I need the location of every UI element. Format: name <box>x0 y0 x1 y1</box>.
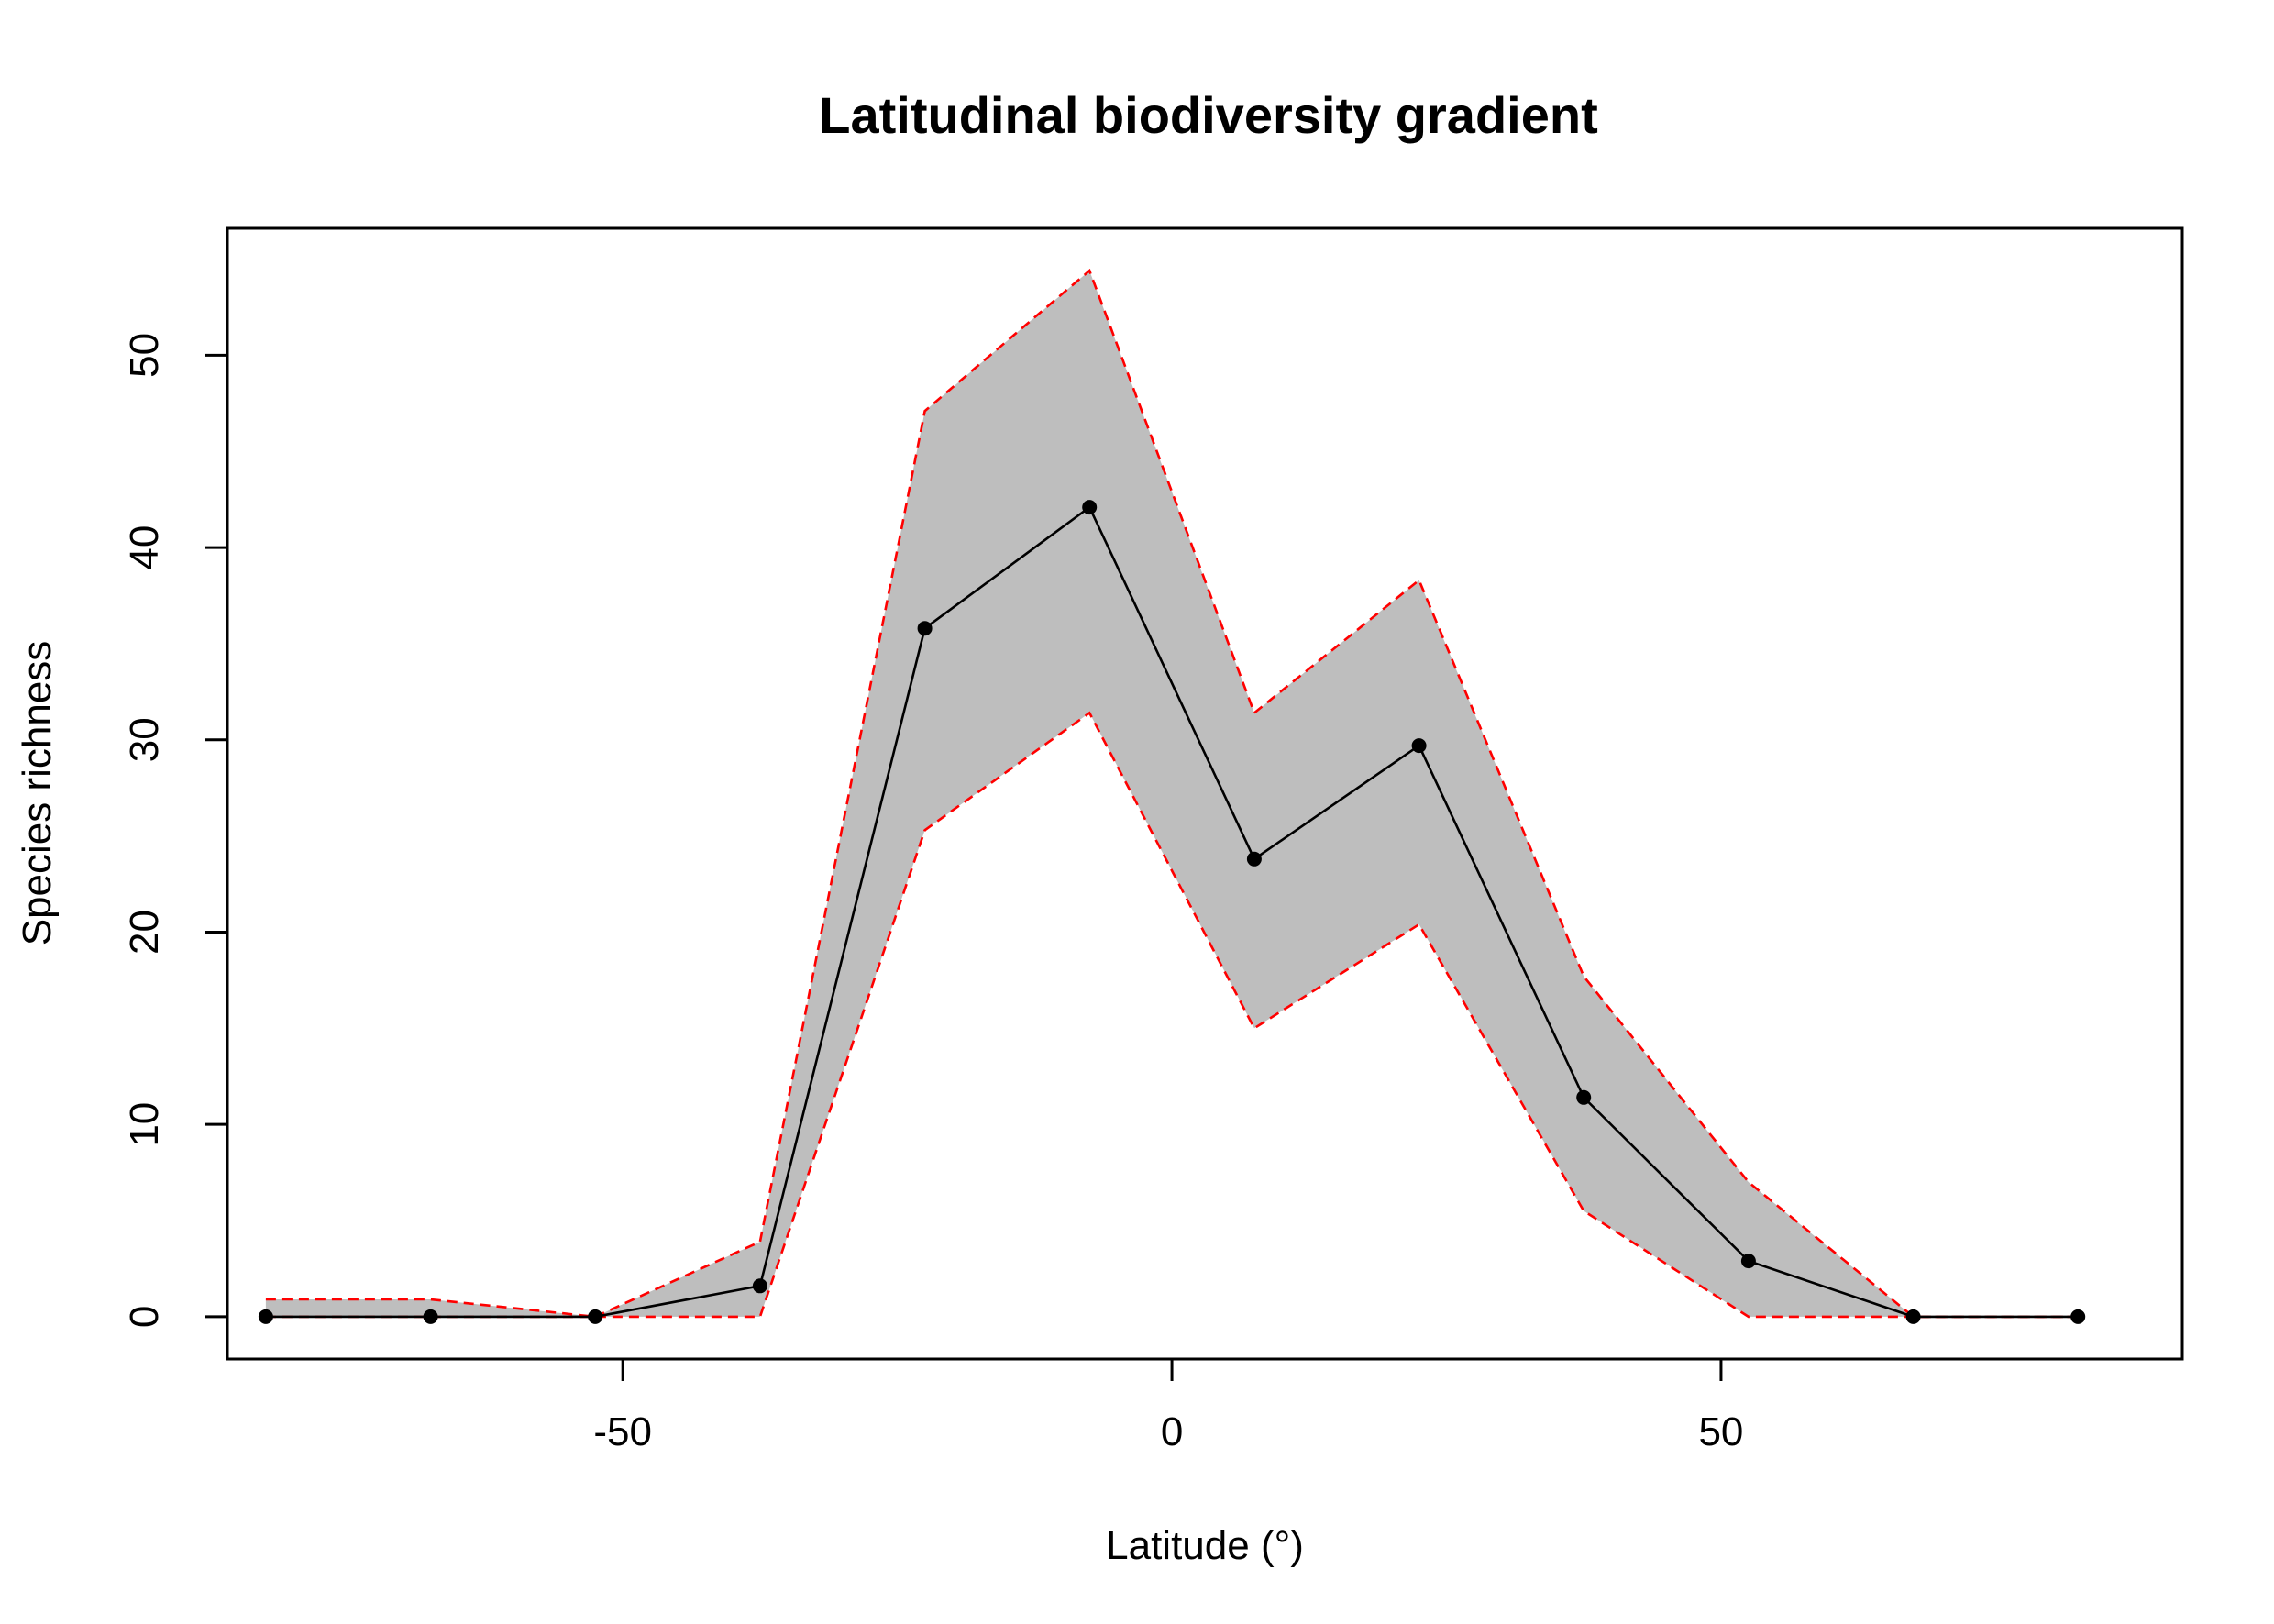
y-tick-label: 0 <box>122 1306 167 1328</box>
y-tick-label: 30 <box>122 717 167 762</box>
mean-point <box>1246 851 1262 867</box>
mean-point <box>1082 500 1098 515</box>
chart-title: Latitudinal biodiversity gradient <box>819 86 1597 144</box>
mean-point <box>917 621 933 636</box>
confidence-band <box>265 271 2079 1317</box>
mean-point <box>752 1278 767 1294</box>
y-tick-label: 50 <box>122 333 167 378</box>
x-axis-label: Latitude (°) <box>1106 1523 1304 1568</box>
y-axis: 0 10 20 30 40 50 <box>122 333 229 1328</box>
mean-point <box>423 1309 438 1324</box>
x-axis: -50 0 50 <box>593 1357 1743 1454</box>
mean-point <box>258 1309 273 1324</box>
mean-point <box>1905 1309 1921 1324</box>
y-tick-label: 10 <box>122 1102 167 1147</box>
mean-line <box>265 505 2079 1319</box>
plot-area <box>258 268 2086 1324</box>
x-tick-label: 50 <box>1698 1409 1743 1454</box>
y-axis-label: Species richness <box>15 641 60 946</box>
y-tick-label: 20 <box>122 910 167 955</box>
upper-bound-line <box>265 268 2079 1319</box>
x-tick-label: 0 <box>1161 1409 1183 1454</box>
mean-point <box>1740 1254 1756 1269</box>
mean-point <box>588 1309 603 1324</box>
mean-point <box>2070 1309 2086 1324</box>
mean-point <box>1576 1089 1592 1105</box>
mean-point <box>1411 738 1427 754</box>
x-tick-label: -50 <box>593 1409 652 1454</box>
y-tick-label: 40 <box>122 525 167 570</box>
